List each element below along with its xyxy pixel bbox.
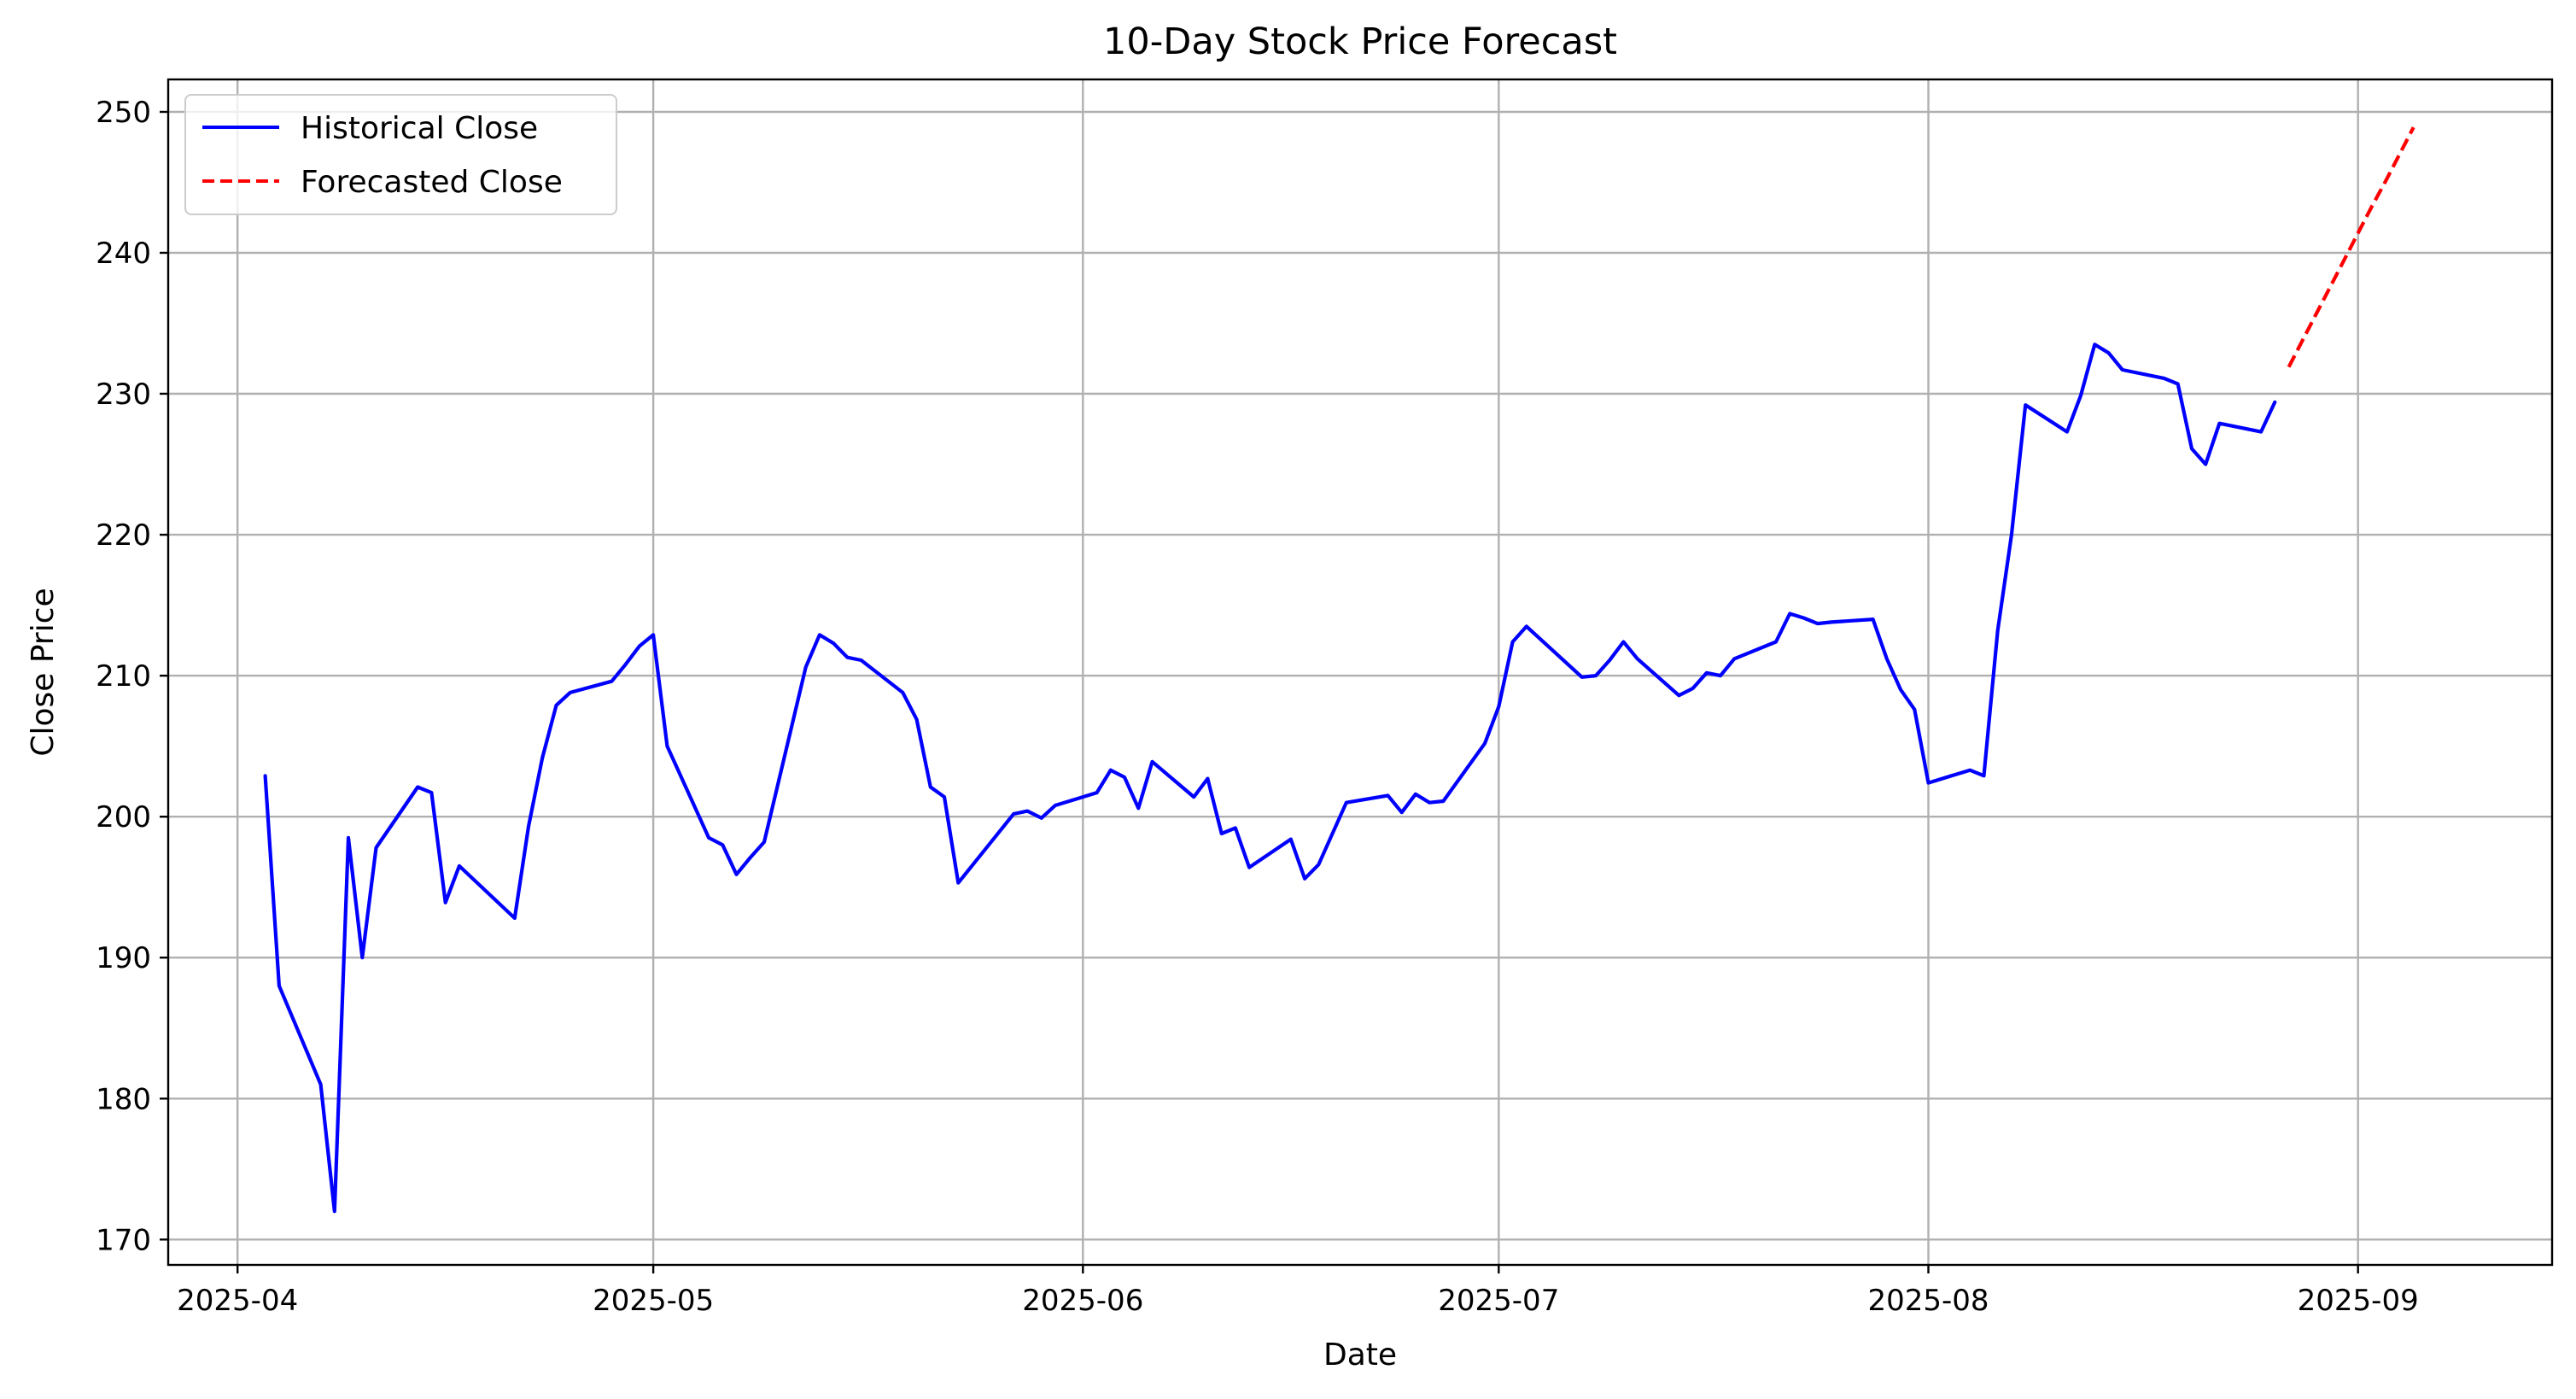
x-tick-label: 2025-08: [1867, 1284, 1989, 1318]
series-layer: [263, 126, 2415, 1214]
y-tick-label: 200: [96, 800, 151, 834]
plot-frame: [166, 78, 2554, 1267]
y-tick-label: 230: [96, 378, 151, 412]
y-tick-label: 220: [96, 518, 151, 553]
historical-close-line: [263, 342, 2277, 1214]
x-tick-label: 2025-05: [593, 1284, 714, 1318]
x-tick-label: 2025-04: [177, 1284, 298, 1318]
y-tick-label: 170: [96, 1223, 151, 1257]
y-tick-label: 240: [96, 237, 151, 271]
y-tick-label: 250: [96, 96, 151, 130]
forecasted-close-line: [2287, 126, 2415, 368]
chart-title: 10-Day Stock Price Forecast: [1103, 20, 1617, 63]
x-axis-label: Date: [1323, 1338, 1397, 1373]
y-tick-label: 190: [96, 941, 151, 975]
legend-label-forecast: Forecasted Close: [301, 165, 563, 200]
y-axis-label: Close Price: [26, 588, 61, 756]
legend-box: [184, 94, 617, 215]
x-tick-label: 2025-09: [2298, 1284, 2419, 1318]
axis-ticks: 2025-04 2025-05 2025-06 2025-07 2025-08 2025-…: [96, 96, 2419, 1318]
y-tick-label: 210: [96, 659, 151, 694]
grid-lines: [168, 79, 2552, 1265]
legend: Historical Close Forecasted Close: [184, 94, 617, 215]
x-tick-label: 2025-07: [1438, 1284, 1559, 1318]
x-tick-label: 2025-06: [1022, 1284, 1143, 1318]
y-tick-label: 180: [96, 1082, 151, 1116]
legend-label-historical: Historical Close: [301, 111, 538, 146]
